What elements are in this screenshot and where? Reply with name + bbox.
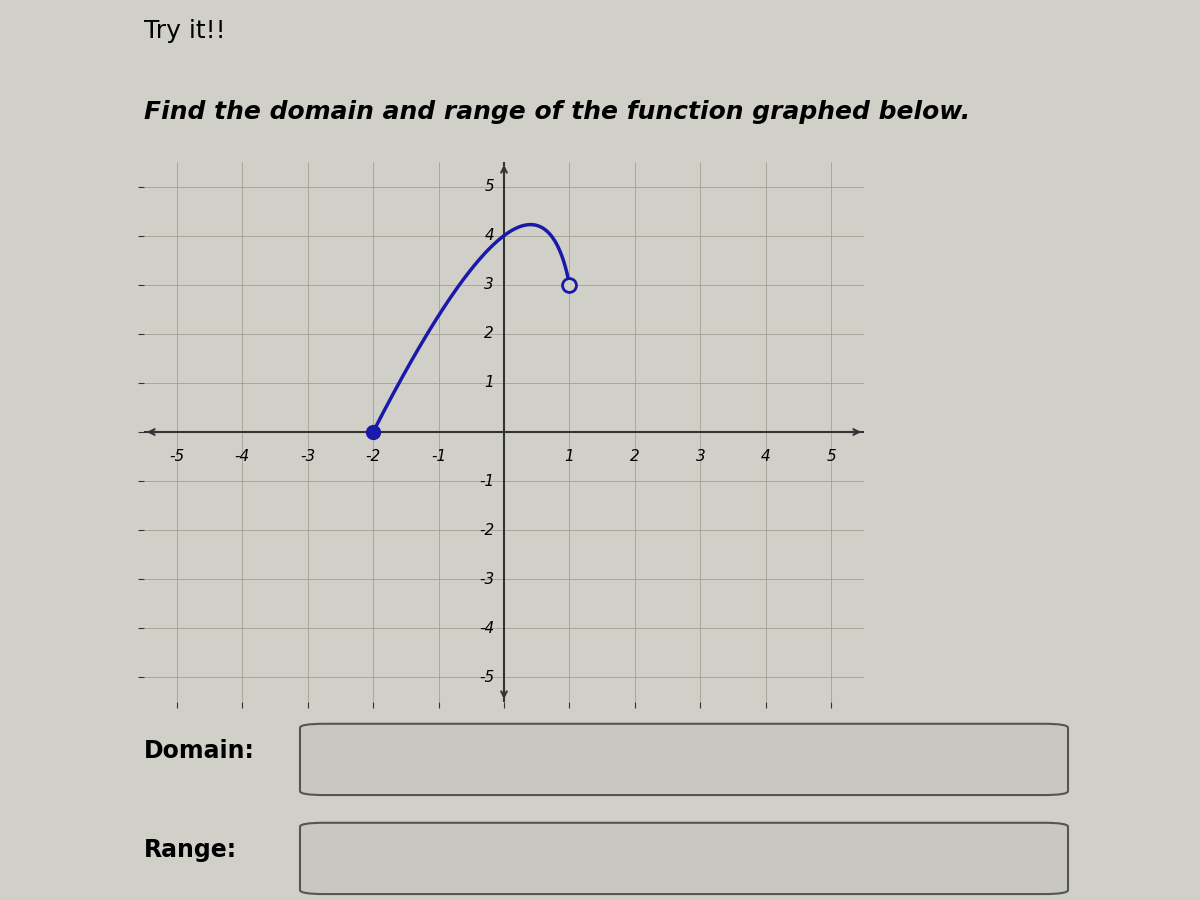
Text: Try it!!: Try it!! [144, 20, 226, 43]
Text: -4: -4 [234, 449, 250, 464]
Text: 3: 3 [485, 277, 494, 292]
Text: 1: 1 [564, 449, 575, 464]
Text: 4: 4 [485, 228, 494, 243]
Text: -1: -1 [479, 473, 494, 489]
FancyBboxPatch shape [300, 724, 1068, 795]
Text: 2: 2 [630, 449, 640, 464]
Text: Find the domain and range of the function graphed below.: Find the domain and range of the functio… [144, 101, 971, 124]
Text: 1: 1 [485, 375, 494, 391]
Text: -3: -3 [479, 572, 494, 587]
Text: -2: -2 [479, 523, 494, 537]
FancyBboxPatch shape [300, 823, 1068, 894]
Text: 2: 2 [485, 327, 494, 341]
Text: Domain:: Domain: [144, 740, 254, 763]
Text: -5: -5 [169, 449, 185, 464]
Text: Range:: Range: [144, 839, 238, 862]
Text: 5: 5 [827, 449, 836, 464]
Text: 5: 5 [485, 179, 494, 194]
Text: 3: 3 [696, 449, 706, 464]
Text: -5: -5 [479, 670, 494, 685]
Text: -1: -1 [431, 449, 446, 464]
Text: 4: 4 [761, 449, 770, 464]
Text: -4: -4 [479, 621, 494, 636]
Text: -2: -2 [366, 449, 380, 464]
Text: -3: -3 [300, 449, 316, 464]
